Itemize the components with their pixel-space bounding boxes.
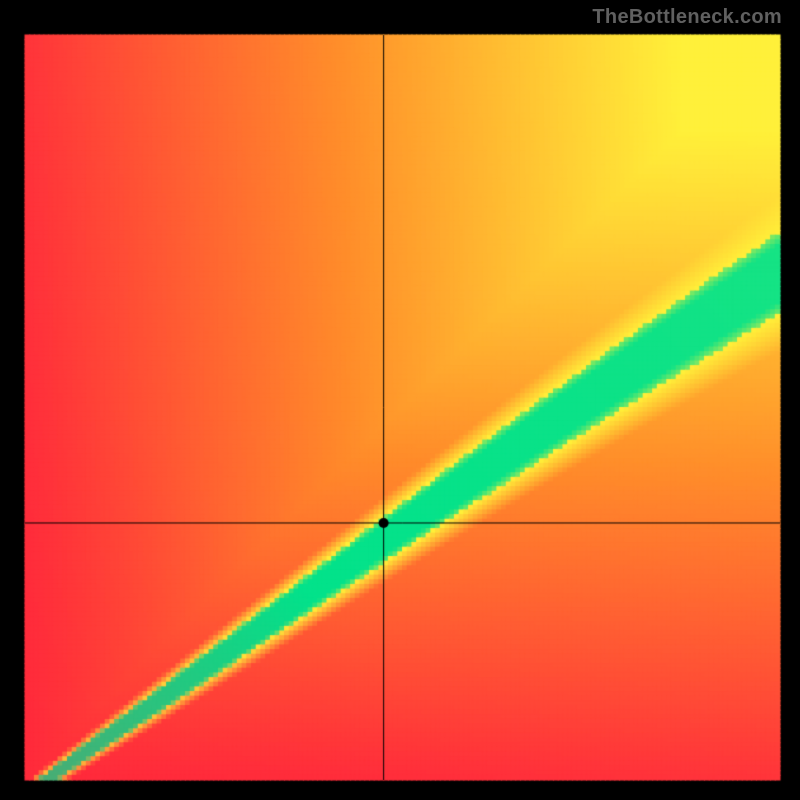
- watermark-text: TheBottleneck.com: [592, 6, 782, 29]
- bottleneck-heatmap: [0, 0, 800, 800]
